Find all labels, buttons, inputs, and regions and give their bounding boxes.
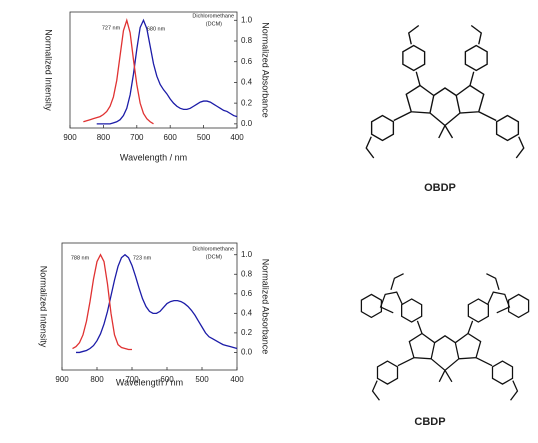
x-tick-label: 800: [90, 375, 104, 384]
x-tick-label: 900: [55, 375, 69, 384]
y-tick-label: 0.8: [241, 269, 253, 278]
y-tick-label: 0.4: [241, 308, 253, 317]
x-tick-label: 400: [230, 375, 244, 384]
structure-obdp: [366, 24, 524, 159]
y-tick-label: 0.0: [241, 119, 253, 128]
structure-label: CBDP: [414, 416, 445, 428]
x-axis-title: Wavelength / nm: [120, 152, 187, 162]
structure-cbdp: [360, 273, 530, 401]
y-tick-label: 0.2: [241, 328, 253, 337]
peak-label: 788 nm: [71, 255, 90, 261]
structure-label: OBDP: [424, 182, 456, 194]
x-tick-label: 700: [130, 133, 144, 142]
x-axis-title: Wavelength / nm: [116, 377, 183, 387]
annotation: (DCM): [206, 21, 222, 27]
y2-axis-title: Normalized Intensity: [39, 266, 49, 348]
y-axis-title: Normalized Absorbance: [261, 259, 271, 355]
x-tick-label: 800: [97, 133, 111, 142]
x-tick-label: 400: [230, 133, 244, 142]
peak-label: 680 nm: [147, 26, 166, 32]
peak-label: 727 nm: [102, 25, 121, 31]
spectrum-line: [76, 253, 238, 354]
plot-frame: [69, 11, 238, 129]
annotation: Dichloromethane: [192, 13, 234, 19]
spectrum-line: [72, 253, 132, 351]
y-tick-label: 0.6: [241, 289, 253, 298]
y-tick-label: 1.0: [241, 15, 253, 24]
plot-frame: [61, 242, 238, 371]
y-tick-label: 0.6: [241, 57, 253, 66]
y-tick-label: 0.4: [241, 78, 253, 87]
spectrum-line: [83, 17, 154, 125]
x-tick-label: 500: [195, 375, 209, 384]
x-tick-label: 500: [197, 133, 211, 142]
y-axis-title: Normalized Absorbance: [261, 22, 271, 118]
y-tick-label: 1.0: [241, 250, 253, 259]
figure-body: 400 500 600 700 800 900 0.0 0.2 0.4 0.6 0.8 1.0 Wave…: [39, 11, 530, 428]
x-tick-label: 600: [164, 133, 178, 142]
y2-axis-title: Normalized Intensity: [44, 29, 54, 111]
y-tick-label: 0.0: [241, 348, 253, 357]
y-tick-label: 0.2: [241, 98, 253, 107]
x-tick-label: 900: [63, 133, 77, 142]
spectrum-line: [96, 18, 238, 125]
annotation: Dichloromethane: [192, 246, 234, 252]
peak-label: 723 nm: [133, 255, 152, 261]
x-tick-label: 600: [160, 375, 174, 384]
annotation: (DCM): [206, 254, 222, 260]
x-tick-label: 700: [125, 375, 139, 384]
y-tick-label: 0.8: [241, 36, 253, 45]
